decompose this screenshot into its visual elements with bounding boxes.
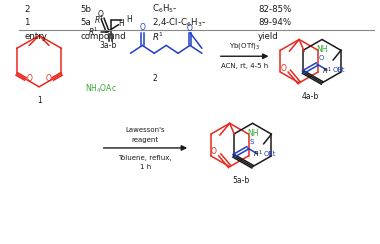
Text: 1: 1	[24, 18, 30, 27]
Text: S: S	[249, 139, 254, 145]
Text: Lawesson's: Lawesson's	[125, 127, 165, 133]
Text: yield: yield	[258, 32, 279, 41]
Text: NH: NH	[316, 45, 328, 54]
Text: 4a-b: 4a-b	[302, 92, 319, 101]
Text: 5a-b: 5a-b	[233, 176, 250, 185]
Text: $R^1$: $R^1$	[322, 65, 332, 77]
Text: 1: 1	[37, 96, 41, 105]
Text: O: O	[139, 23, 145, 32]
Text: NH$_4$OAc: NH$_4$OAc	[85, 82, 117, 95]
Text: OEt: OEt	[333, 67, 345, 73]
Text: $R^1$: $R^1$	[88, 25, 99, 38]
Text: compound: compound	[81, 32, 126, 41]
Text: 5b: 5b	[81, 5, 92, 14]
Text: $R^1$: $R^1$	[253, 149, 263, 161]
Text: C$_6$H$_5$-: C$_6$H$_5$-	[152, 3, 178, 15]
Text: O: O	[280, 64, 286, 72]
Text: 1 h: 1 h	[140, 164, 151, 170]
Text: H: H	[119, 19, 124, 28]
Text: Yb(OTf)$_3$: Yb(OTf)$_3$	[229, 41, 260, 51]
Text: O: O	[98, 10, 104, 19]
Text: H: H	[127, 15, 132, 24]
Text: 2: 2	[153, 74, 158, 83]
Text: OEt: OEt	[263, 151, 276, 157]
Text: O: O	[318, 55, 324, 61]
Text: O: O	[211, 147, 217, 156]
Text: 2: 2	[24, 5, 30, 14]
Text: $R^1$: $R^1$	[94, 14, 105, 26]
Text: reagent: reagent	[132, 137, 159, 143]
Text: entry: entry	[24, 32, 47, 41]
Text: Toluene, reflux,: Toluene, reflux,	[119, 155, 172, 161]
Text: 3a-b: 3a-b	[99, 41, 116, 50]
Text: 5a: 5a	[81, 18, 91, 27]
Text: ACN, rt, 4-5 h: ACN, rt, 4-5 h	[221, 63, 268, 69]
Text: 2,4-Cl-C$_6$H$_3$-: 2,4-Cl-C$_6$H$_3$-	[152, 16, 206, 29]
Text: NH: NH	[247, 129, 258, 138]
Text: 82-85%: 82-85%	[258, 5, 291, 14]
Text: O: O	[187, 24, 193, 33]
Text: O: O	[26, 74, 32, 83]
Text: O: O	[46, 74, 52, 83]
Text: $R^1$: $R^1$	[152, 31, 164, 43]
Text: 89-94%: 89-94%	[258, 18, 291, 27]
